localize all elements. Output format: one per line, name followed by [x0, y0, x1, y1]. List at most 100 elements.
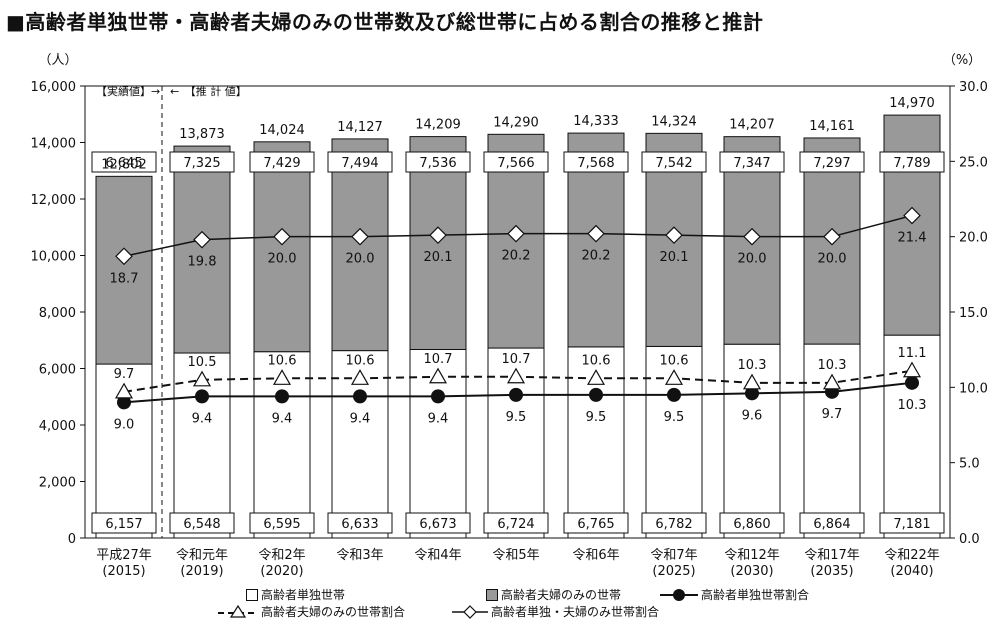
combined-ratio-label: 21.4: [898, 231, 927, 246]
single-value-box: [799, 512, 865, 534]
couple-ratio-point: [742, 373, 762, 390]
single-ratio-point: [353, 389, 367, 404]
bar-couple: [173, 145, 231, 354]
single-value-box: [641, 512, 707, 534]
single-value-box: [483, 512, 549, 534]
legend-combined-ratio: 高齢者単独・夫婦のみ世帯割合: [452, 603, 659, 620]
couple-value-label: 7,568: [577, 156, 614, 171]
legend-couple-ratio: 高齢者夫婦のみの世帯割合: [218, 603, 405, 620]
combined-ratio-label: 19.8: [188, 255, 217, 270]
total-value-label: 14,970: [889, 96, 935, 111]
category-label: 令和6年: [572, 548, 619, 563]
couple-value-label: 7,325: [183, 156, 220, 171]
single-value-label: 6,548: [183, 517, 220, 532]
couple-value-box: [641, 151, 707, 173]
legend-triangle-line-icon: [218, 604, 258, 618]
right-tick-label: 10.0: [959, 381, 988, 396]
single-value-label: 6,157: [105, 517, 142, 532]
legend-swatch-white: [246, 588, 258, 601]
total-value-label: 14,290: [493, 115, 539, 130]
combined-ratio-label: 18.7: [110, 271, 139, 286]
bar-single: [803, 343, 861, 539]
combined-ratio-label: 20.1: [660, 250, 689, 265]
combined-ratio-point: [823, 227, 841, 246]
left-tick-label: 14,000: [31, 137, 77, 152]
combined-ratio-point: [743, 227, 761, 246]
category-label: 令和7年: [650, 548, 697, 563]
couple-value-box: [719, 151, 785, 173]
legend-swatch-gray: [486, 588, 498, 601]
single-value-box: [327, 512, 393, 534]
combined-ratio-label: 20.1: [424, 250, 453, 265]
total-value-label: 14,207: [729, 118, 775, 133]
couple-value-label: 7,566: [497, 156, 534, 171]
period-actual-label: 【実績値】→: [96, 84, 160, 98]
combined-ratio-point: [587, 224, 605, 243]
couple-value-box: [483, 151, 549, 173]
couple-ratio-label: 11.1: [898, 346, 927, 361]
combined-ratio-point: [507, 224, 525, 243]
single-ratio-label: 9.0: [114, 417, 135, 432]
combined-ratio-label: 20.2: [582, 249, 611, 264]
category-label: 令和元年: [176, 548, 228, 563]
period-forecast-label: ← 【推 計 値】: [170, 84, 247, 98]
single-value-box: [879, 512, 945, 534]
single-value-label: 6,673: [419, 517, 456, 532]
single-ratio-point: [275, 389, 289, 404]
couple-value-box: [799, 151, 865, 173]
legend-diamond-line-icon: [452, 604, 488, 619]
bar-couple: [253, 141, 311, 353]
combined-ratio-point: [903, 206, 921, 225]
combined-ratio-label: 20.2: [502, 249, 531, 264]
couple-ratio-label: 10.3: [738, 358, 767, 373]
category-label: 令和2年: [258, 548, 305, 563]
category-year-label: (2030): [730, 564, 773, 579]
single-value-label: 6,864: [813, 517, 850, 532]
category-label: 令和12年: [724, 548, 780, 563]
legend-label-single-ratio: 高齢者単独世帯割合: [701, 588, 810, 602]
combined-ratio-point: [429, 226, 447, 245]
couple-ratio-label: 10.7: [424, 352, 453, 367]
total-value-label: 12,802: [101, 157, 147, 172]
left-tick-label: 0: [68, 532, 76, 547]
bar-couple: [95, 175, 153, 365]
single-value-label: 6,724: [497, 517, 534, 532]
legend-circle-line-icon: [660, 588, 698, 601]
category-year-label: (2040): [890, 564, 933, 579]
couple-value-label: 7,536: [419, 156, 456, 171]
right-tick-label: 20.0: [959, 231, 988, 246]
couple-ratio-point: [586, 369, 606, 385]
category-year-label: (2035): [810, 564, 853, 579]
single-ratio-label: 9.4: [428, 411, 449, 426]
left-tick-label: 10,000: [31, 250, 77, 265]
single-ratio-label: 9.7: [822, 407, 843, 422]
left-tick-label: 16,000: [31, 80, 77, 95]
bar-single: [723, 343, 781, 539]
single-value-box: [169, 512, 235, 534]
left-tick-label: 6,000: [39, 363, 76, 378]
couple-ratio-label: 10.6: [660, 353, 689, 368]
combined-ratio-label: 20.0: [738, 252, 767, 267]
total-value-label: 14,161: [809, 119, 855, 134]
couple-ratio-point: [506, 367, 526, 384]
combined-ratio-point: [273, 227, 291, 246]
single-ratio-point: [431, 389, 445, 404]
combined-ratio-label: 20.0: [818, 252, 847, 267]
couple-ratio-point: [350, 369, 370, 385]
total-value-label: 14,127: [337, 120, 383, 135]
combined-ratio-point: [351, 227, 369, 246]
couple-ratio-label: 10.6: [346, 353, 375, 368]
combined-ratio-point: [115, 247, 133, 266]
single-value-box: [563, 512, 629, 534]
category-label: 令和3年: [336, 548, 383, 563]
single-ratio-label: 10.3: [898, 398, 927, 413]
bar-couple: [883, 114, 941, 336]
couple-value-label: 6.645: [105, 156, 142, 171]
right-tick-label: 0.0: [959, 532, 980, 547]
single-value-box: [719, 512, 785, 534]
left-tick-label: 4,000: [39, 419, 76, 434]
couple-value-box: [563, 151, 629, 173]
legend-single-ratio: 高齢者単独世帯割合: [660, 586, 809, 603]
couple-ratio-point: [192, 370, 212, 387]
